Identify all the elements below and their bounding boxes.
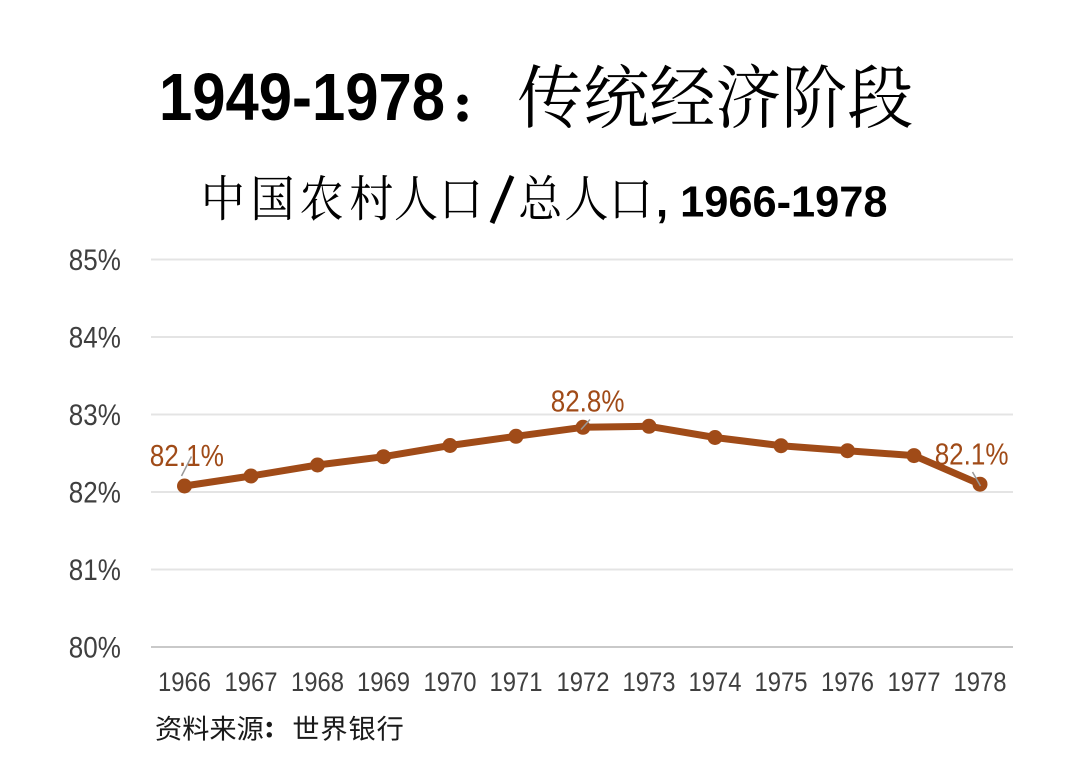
svg-text:1971: 1971 [490,667,543,697]
svg-text:1978: 1978 [954,667,1007,697]
svg-text:82%: 82% [69,476,121,509]
svg-text:82.1%: 82.1% [150,438,224,473]
svg-text:, 1966-1978: , 1966-1978 [656,178,888,226]
svg-text:85%: 85% [69,244,121,277]
svg-text:1969: 1969 [357,667,410,697]
svg-text:1972: 1972 [557,667,610,697]
svg-text:1974: 1974 [689,667,742,697]
svg-text:1949-1978: 1949-1978 [159,60,445,135]
svg-text:82.8%: 82.8% [551,383,625,418]
svg-text:1970: 1970 [424,667,477,697]
svg-text:1973: 1973 [623,667,676,697]
svg-text:1975: 1975 [755,667,808,697]
svg-text:80%: 80% [69,631,121,664]
svg-text:82.1%: 82.1% [935,436,1009,471]
svg-text:84%: 84% [69,321,121,354]
svg-text:1966: 1966 [158,667,211,697]
svg-text:81%: 81% [69,554,121,587]
svg-text:1976: 1976 [821,667,874,697]
svg-text:1967: 1967 [225,667,278,697]
svg-text:1977: 1977 [888,667,941,697]
svg-text:1968: 1968 [291,667,344,697]
svg-text:83%: 83% [69,399,121,432]
